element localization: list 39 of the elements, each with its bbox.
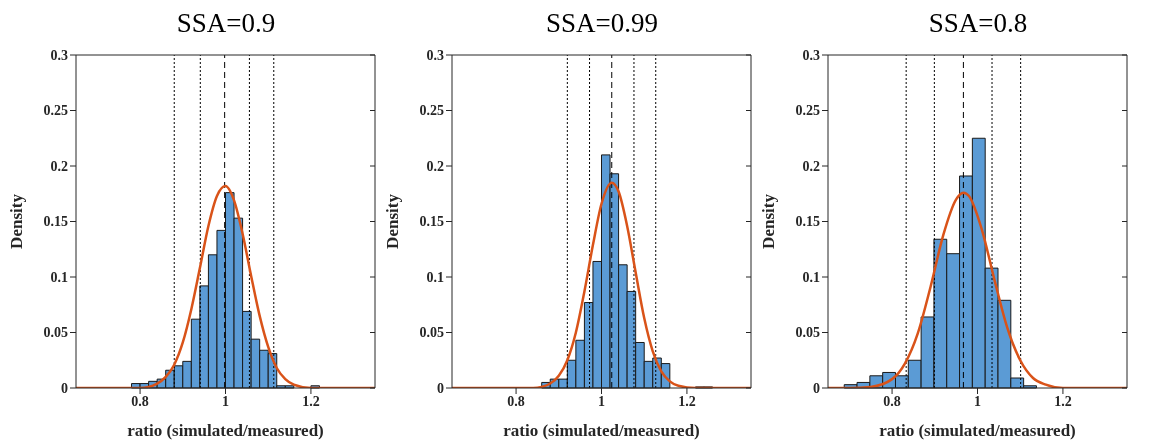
y-axis-title: Density xyxy=(759,193,779,249)
y-tick-label: 0.2 xyxy=(50,158,68,174)
chart-title: SSA=0.8 xyxy=(927,8,1028,40)
x-tick-label: 1 xyxy=(974,393,981,409)
x-tick-label: 1.2 xyxy=(302,393,320,409)
x-tick-label: 1.2 xyxy=(1054,393,1072,409)
x-axis-title: ratio (simulated/measured) xyxy=(879,421,1076,440)
y-tick-label: 0.3 xyxy=(802,47,820,63)
y-tick-label: 0.3 xyxy=(426,47,444,63)
y-tick-label: 0.15 xyxy=(795,214,820,230)
y-axis-title: Density xyxy=(7,193,27,249)
y-axis-title: Density xyxy=(383,193,403,249)
y-tick-label: 0.25 xyxy=(795,103,820,119)
y-tick-label: 0.25 xyxy=(43,103,68,119)
y-tick-label: 0.1 xyxy=(426,269,444,285)
x-tick-label: 1 xyxy=(222,393,229,409)
y-tick-label: 0 xyxy=(437,380,444,396)
y-tick-label: 0.05 xyxy=(43,325,68,341)
x-tick-label: 1 xyxy=(598,393,605,409)
y-tick-label: 0.05 xyxy=(795,325,820,341)
chart-title: SSA=0.9 xyxy=(175,8,276,40)
y-tick-label: 0.2 xyxy=(426,158,444,174)
y-tick-label: 0.1 xyxy=(50,269,68,285)
y-tick-label: 0.2 xyxy=(802,158,820,174)
x-tick-label: 1.2 xyxy=(678,393,696,409)
x-tick-label: 0.8 xyxy=(507,393,525,409)
y-tick-label: 0.15 xyxy=(43,214,68,230)
x-tick-label: 0.8 xyxy=(131,393,149,409)
y-tick-label: 0.05 xyxy=(419,325,444,341)
x-tick-label: 0.8 xyxy=(883,393,901,409)
y-tick-label: 0.25 xyxy=(419,103,444,119)
y-tick-label: 0.1 xyxy=(802,269,820,285)
y-tick-label: 0 xyxy=(813,380,820,396)
chart-title: SSA=0.99 xyxy=(545,8,658,40)
x-axis-title: ratio (simulated/measured) xyxy=(127,421,324,440)
y-tick-label: 0.15 xyxy=(419,214,444,230)
y-tick-label: 0.3 xyxy=(50,47,68,63)
x-axis-title: ratio (simulated/measured) xyxy=(503,421,700,440)
y-tick-label: 0 xyxy=(61,380,68,396)
